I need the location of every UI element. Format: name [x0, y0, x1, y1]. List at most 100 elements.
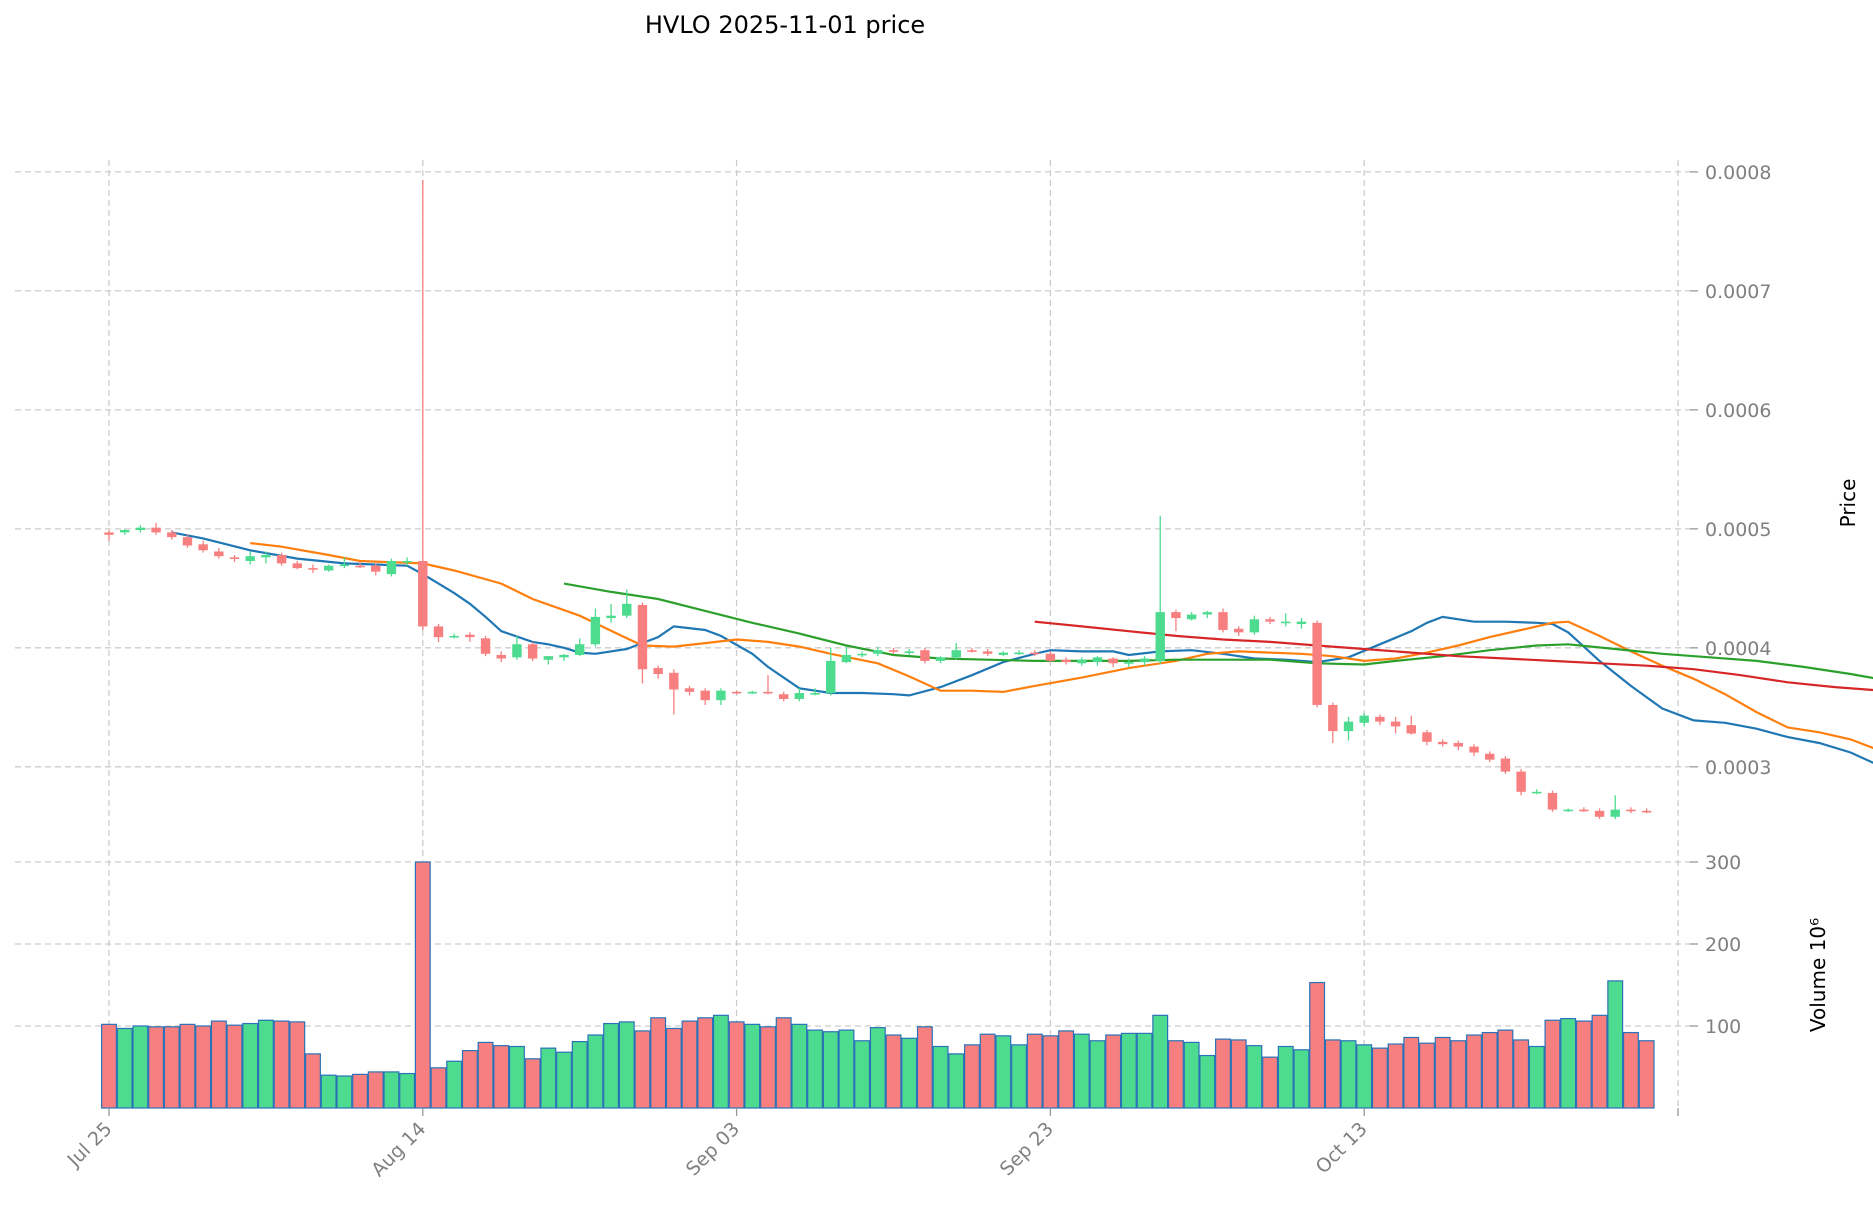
candle-body: [1406, 725, 1416, 734]
candle-body: [982, 651, 993, 654]
candle-body: [543, 656, 554, 660]
candle-body: [1124, 662, 1134, 664]
candle-body: [794, 693, 805, 699]
candle-body: [1202, 612, 1213, 615]
volume-bar: [1262, 1056, 1279, 1109]
volume-bar: [901, 1037, 918, 1109]
volume-bar: [132, 1025, 149, 1109]
volume-bar: [1073, 1033, 1090, 1109]
candle-body: [323, 565, 334, 571]
price-tick-label: 0.0005: [1705, 519, 1771, 541]
volume-bar: [932, 1045, 949, 1109]
volume-bar: [446, 1060, 463, 1109]
candle-body: [669, 672, 679, 690]
volume-bar: [461, 1049, 478, 1109]
volume-bar: [1309, 981, 1326, 1109]
volume-bar: [477, 1041, 494, 1109]
volume-bar: [1120, 1032, 1137, 1109]
volume-bar: [289, 1021, 306, 1109]
volume-tick-label: 200: [1705, 934, 1741, 956]
candle-body: [1343, 721, 1354, 732]
volume-bar: [1560, 1018, 1577, 1109]
candles: [104, 180, 1652, 820]
volume-bar: [1089, 1040, 1106, 1109]
volume-bar: [948, 1053, 965, 1109]
volume-bar: [775, 1017, 792, 1109]
candle-body: [606, 615, 616, 619]
candle-body: [1108, 658, 1118, 664]
candle-body: [229, 557, 240, 560]
candle-body: [355, 565, 365, 568]
candle-body: [1437, 741, 1448, 745]
volume-bar: [571, 1040, 588, 1109]
candle-body: [1061, 659, 1071, 663]
volume-bar: [1513, 1039, 1530, 1109]
volume-bar: [744, 1023, 761, 1109]
candle-body: [778, 694, 789, 699]
volume-bar: [1403, 1036, 1420, 1109]
candle-body: [1641, 810, 1652, 813]
candle-body: [716, 690, 726, 701]
volume-bar: [838, 1029, 855, 1109]
candle-body: [653, 668, 663, 675]
candle-body: [465, 634, 475, 638]
moving-average-line: [171, 531, 1873, 764]
volume-bar: [508, 1045, 525, 1109]
volume-bar: [712, 1014, 729, 1109]
volume-bar: [1638, 1040, 1655, 1109]
volume-bar: [697, 1017, 714, 1109]
volume-bar: [650, 1017, 667, 1109]
moving-averages: [171, 531, 1873, 764]
candle-body: [747, 691, 757, 694]
candle-body: [1485, 753, 1495, 760]
volume-axis-label: Volume 10⁶: [1806, 918, 1830, 1032]
candle-body: [1171, 612, 1181, 619]
candle-body: [198, 544, 208, 551]
volume-bar: [304, 1053, 321, 1109]
volume-bar: [1481, 1031, 1498, 1109]
grid: [15, 160, 1690, 1108]
candle-body: [622, 603, 632, 616]
moving-average-line: [1034, 620, 1873, 692]
candle-body: [433, 626, 444, 638]
volume-bar: [1528, 1045, 1545, 1109]
volume-bar: [869, 1027, 886, 1109]
candle-body: [967, 650, 977, 652]
volume-bar: [336, 1075, 353, 1109]
volume-bar: [963, 1044, 980, 1109]
volume-bar: [1418, 1042, 1435, 1109]
volume-bar: [885, 1034, 902, 1109]
volume-bar: [493, 1045, 510, 1109]
candle-body: [1296, 621, 1307, 625]
volume-bar: [148, 1026, 165, 1109]
volume-bar: [854, 1040, 871, 1109]
price-tick-label: 0.0003: [1705, 757, 1771, 779]
volume-bar: [1293, 1049, 1310, 1109]
candle-body: [637, 604, 648, 670]
volume-bar: [760, 1026, 776, 1109]
volume-tick-label: 300: [1705, 852, 1741, 874]
volume-bar: [1230, 1039, 1247, 1109]
price-tick-label: 0.0008: [1705, 162, 1771, 184]
candle-body: [1500, 758, 1511, 772]
candle-body: [1186, 614, 1197, 620]
price-tick-label: 0.0007: [1705, 281, 1771, 303]
candle-body: [1233, 628, 1244, 633]
volume-bar: [195, 1025, 212, 1109]
candle-body: [559, 654, 569, 658]
volume-bar: [556, 1051, 572, 1109]
volume-bar: [634, 1030, 651, 1109]
candle-body: [1265, 619, 1275, 622]
candle-body: [449, 635, 459, 638]
candle-body: [904, 651, 914, 653]
volume-bar: [1607, 980, 1624, 1109]
candle-body: [308, 568, 318, 570]
candle-body: [1610, 809, 1620, 817]
volume-bar: [665, 1027, 682, 1109]
candle-body: [1014, 652, 1024, 655]
volume-bar: [1622, 1031, 1639, 1109]
candle-body: [1281, 621, 1291, 624]
candle-body: [951, 650, 961, 658]
